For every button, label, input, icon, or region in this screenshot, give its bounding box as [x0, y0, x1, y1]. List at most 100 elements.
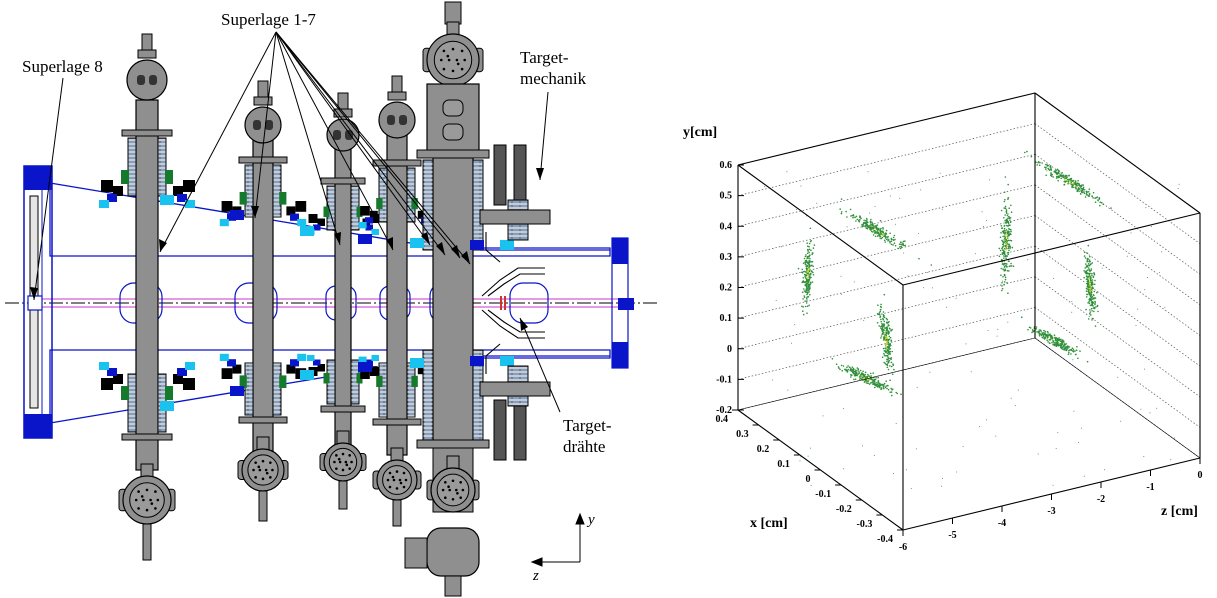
event-point [1004, 214, 1006, 216]
event-point [891, 373, 894, 376]
event-point [999, 249, 1002, 252]
event-point [849, 374, 852, 376]
superlayer-stack-5-bottom-connector-pin [441, 488, 445, 492]
event-point [1087, 282, 1089, 285]
event-point [876, 235, 879, 237]
event-point [875, 225, 877, 227]
stray-point [800, 185, 802, 187]
event-point [878, 384, 881, 386]
superlayer-stack-3-flange-top-block [365, 224, 373, 231]
superlayer-stack-1-connector-pin [156, 498, 160, 502]
event-point [862, 370, 864, 373]
event-point [1041, 332, 1043, 334]
event-point [1039, 329, 1042, 332]
event-point [812, 252, 814, 254]
event-point [1043, 332, 1045, 334]
event-point [1007, 198, 1009, 200]
event-point [870, 375, 873, 377]
event-point [803, 257, 806, 260]
event-point [808, 248, 811, 251]
event-point [1090, 307, 1093, 310]
shield-segment-bottom [160, 401, 174, 411]
label-target-wires-line1: Target- [563, 416, 612, 435]
superlayer-stack-3-connector-pin [333, 460, 336, 464]
event-point [805, 302, 808, 304]
event-point [867, 380, 869, 383]
y-tick-label: -0.2 [716, 405, 732, 416]
superlayer-stack-3-cap-bottom [320, 405, 366, 413]
superlayer-stack-4-flange-bottom-block [376, 375, 383, 387]
event-point [840, 212, 843, 215]
event-point [855, 215, 858, 218]
event-point [877, 227, 880, 230]
event-point [807, 286, 810, 289]
event-point [1086, 191, 1088, 193]
event-point [1073, 182, 1075, 184]
event-point [845, 210, 847, 213]
event-point [898, 243, 901, 245]
superlayer-stack-5-port-2 [442, 123, 464, 141]
event-point [1047, 332, 1049, 334]
stray-point [1027, 259, 1029, 261]
event-point [1006, 224, 1008, 227]
event-point [860, 373, 863, 375]
event-point [869, 221, 872, 223]
superlayer-stack-1-flange-bottom-block [173, 374, 183, 384]
superlayer-stack-5-bottom-connector-pin [451, 497, 455, 501]
event-point [884, 236, 887, 238]
event-point [1086, 360, 1089, 363]
event-point [1087, 267, 1090, 269]
event-point [1079, 188, 1081, 190]
superlayer-stack-3-connector-pin [341, 468, 345, 472]
event-point [1038, 164, 1041, 166]
stray-point [862, 445, 864, 447]
event-point [855, 220, 857, 222]
superlayer-stack-2-bellows-tr [272, 164, 282, 218]
event-point [1087, 286, 1089, 289]
event-point [885, 342, 888, 345]
event-point [1004, 205, 1007, 208]
event-point [890, 237, 893, 240]
event-point [883, 387, 885, 390]
event-point [1082, 184, 1084, 186]
event-point [1002, 240, 1004, 243]
event-point [808, 278, 811, 281]
event-point [881, 323, 884, 326]
event-point [1083, 189, 1086, 191]
stray-point [1073, 410, 1075, 412]
event-point [1056, 337, 1058, 340]
event-point [850, 368, 853, 371]
event-point [1036, 164, 1038, 166]
event-point [900, 245, 902, 248]
event-point [874, 226, 877, 228]
superlayer-stack-3-connector-pin [335, 467, 338, 470]
stray-point [895, 423, 897, 425]
event-point [1066, 175, 1068, 177]
superlayer-stack-1-connector-pin [137, 507, 140, 510]
event-point [888, 327, 891, 330]
event-point [890, 361, 893, 364]
event-point [1093, 310, 1095, 313]
event-point [870, 230, 873, 233]
event-point [811, 253, 813, 256]
superlayer-stack-1-connector-pin [154, 507, 157, 510]
event-point [869, 372, 872, 375]
stray-point [764, 186, 766, 188]
event-point [878, 233, 881, 236]
event-point [1004, 278, 1007, 281]
event-point [863, 375, 866, 377]
superlayer-stack-2-flange-top-block [221, 201, 233, 212]
event-point [891, 394, 893, 397]
stray-point [1117, 376, 1119, 378]
event-point [809, 254, 811, 256]
superlayer-stacks [99, 1, 551, 597]
event-point [1070, 349, 1073, 352]
event-point [1087, 290, 1090, 292]
event-point [869, 224, 871, 227]
stray-point [946, 306, 948, 308]
event-point [1097, 310, 1099, 313]
event-point [872, 372, 874, 374]
event-point [1064, 175, 1067, 178]
event-point [865, 227, 867, 229]
event-point [804, 305, 807, 308]
